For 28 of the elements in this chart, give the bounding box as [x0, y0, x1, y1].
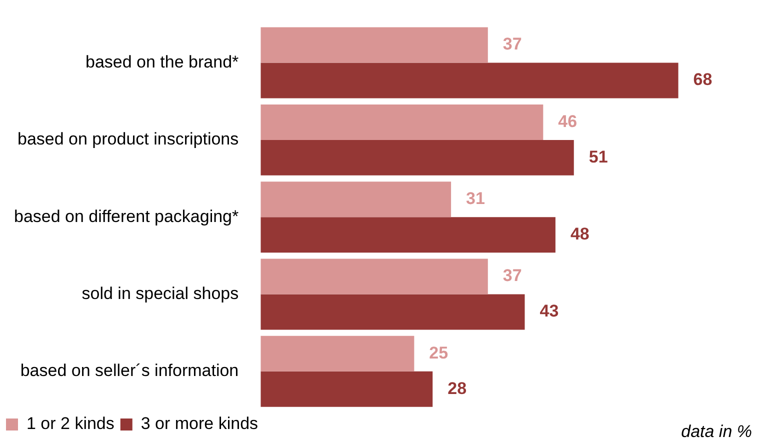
data-label: 68 — [693, 70, 712, 90]
bar — [260, 258, 488, 294]
bar — [260, 140, 574, 176]
bar — [260, 182, 452, 218]
bar — [260, 336, 414, 372]
bar — [260, 371, 433, 407]
bar — [260, 27, 488, 63]
y-tick-label: based on different packaging* — [14, 206, 240, 226]
data-label: 46 — [558, 112, 578, 131]
bar — [260, 217, 556, 253]
data-label: 25 — [429, 343, 448, 362]
text: data in % — [681, 422, 752, 442]
data-label: 37 — [502, 34, 522, 54]
bar — [260, 62, 678, 98]
data-label: 48 — [570, 224, 590, 244]
legend-label: 1 or 2 kinds — [26, 414, 114, 434]
data-label: 37 — [502, 266, 522, 286]
legend-label: 3 or more kinds — [140, 414, 258, 434]
data-label: 28 — [448, 378, 467, 398]
y-tick-label: sold in special shops — [82, 284, 239, 303]
data-label: 43 — [540, 302, 559, 321]
y-tick-label: based on seller´s information — [20, 361, 239, 380]
data-label: 31 — [466, 189, 485, 208]
data-label: 51 — [588, 147, 608, 166]
bar — [260, 294, 525, 330]
bar — [260, 104, 544, 140]
y-tick-label: based on product inscriptions — [17, 130, 239, 149]
y-tick-label: based on the brand* — [86, 52, 240, 72]
